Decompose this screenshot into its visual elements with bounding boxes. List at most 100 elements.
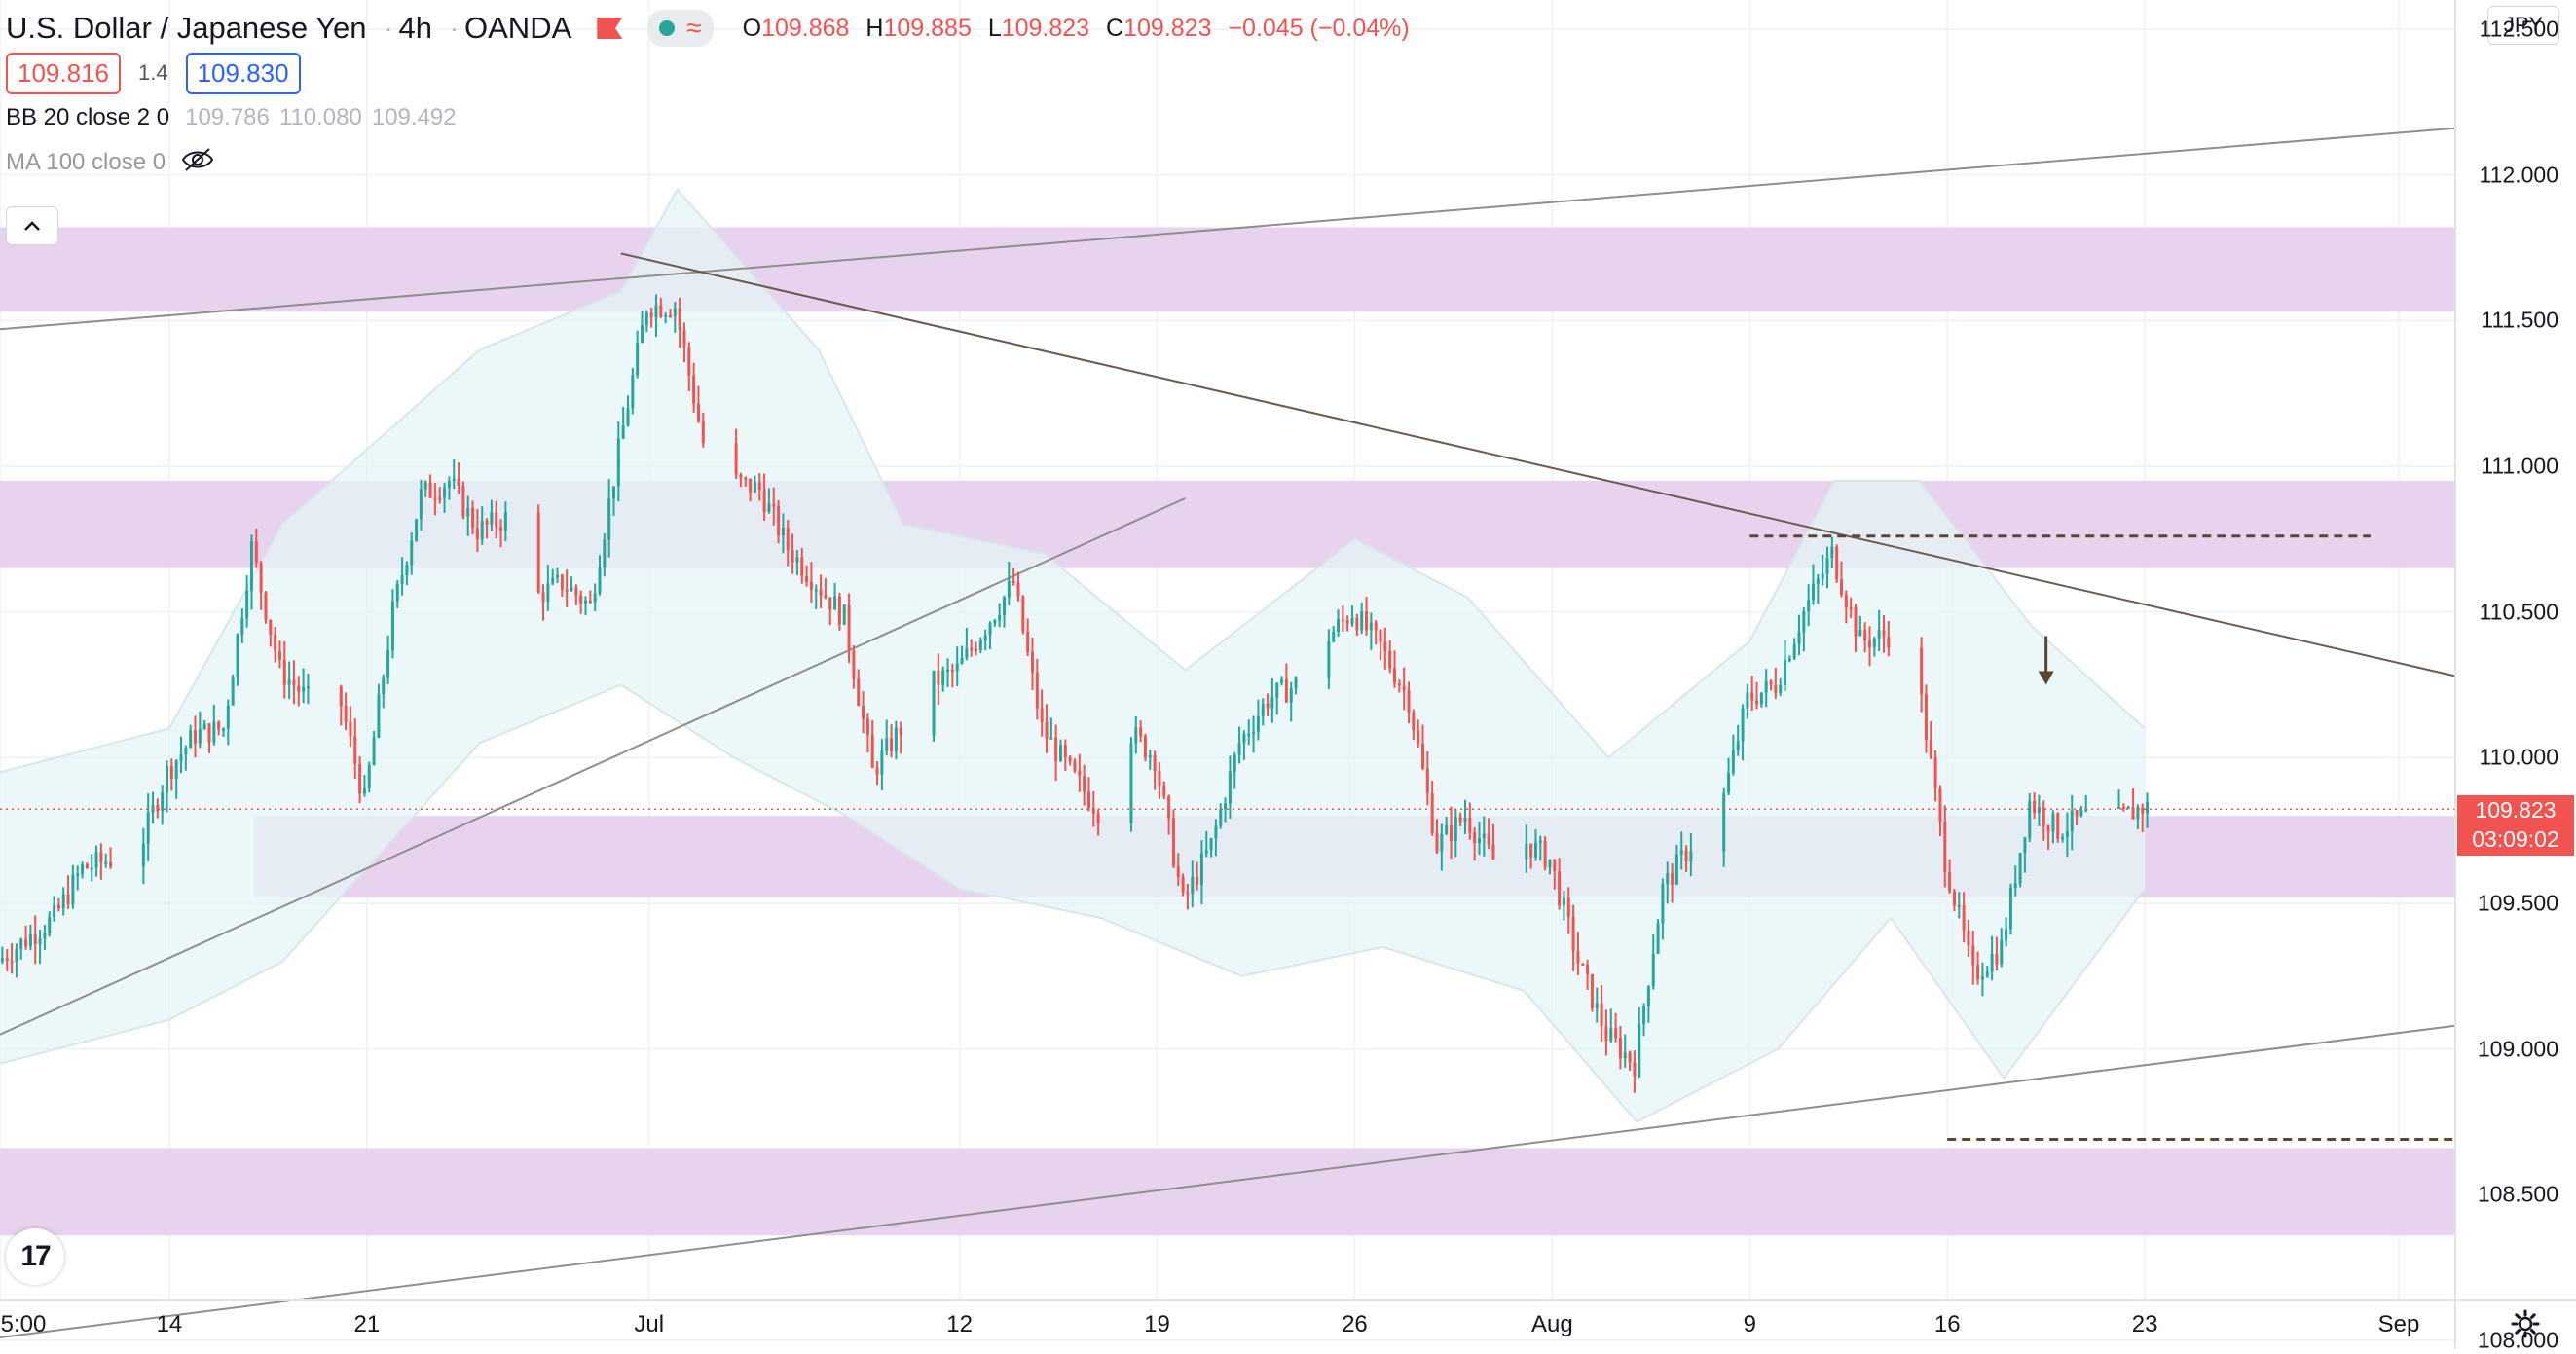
collapse-legend-button[interactable] (6, 206, 58, 245)
candle-body (767, 503, 771, 512)
candle-body (1863, 629, 1867, 641)
candle-body (1604, 1026, 1608, 1042)
candle-body (1054, 737, 1058, 761)
candle-body (1280, 679, 1284, 683)
candle-body (1779, 684, 1783, 694)
candle-body (1086, 791, 1090, 809)
candle-body (1816, 578, 1820, 584)
candle-body (76, 873, 80, 876)
candle-body (1275, 682, 1279, 698)
time-tick-label: Sep (2377, 1311, 2420, 1337)
candle-body (565, 589, 569, 592)
candle-body (983, 635, 987, 641)
candle-body (48, 917, 52, 933)
tradingview-logo-icon[interactable]: 17 (6, 1228, 64, 1285)
data-status-pill[interactable]: ≈ (647, 10, 714, 47)
candle-body (1430, 792, 1434, 833)
bollinger-upper-line (0, 187, 2146, 774)
bar-countdown: 03:09:02 (2472, 826, 2559, 853)
candle-body (1638, 1023, 1641, 1077)
price-tick-label: 109.000 (2477, 1036, 2558, 1062)
candle-body (372, 737, 376, 766)
candle-body (1595, 1003, 1599, 1008)
candle-body (1196, 876, 1199, 885)
candle-body (809, 581, 813, 591)
currency-selector[interactable]: JPY (2487, 6, 2559, 45)
candle-body (1849, 607, 1853, 610)
candle-body (358, 763, 362, 794)
price-tick-label: 108.500 (2477, 1181, 2558, 1207)
candle-body (1425, 768, 1429, 793)
candle-body (269, 619, 273, 635)
indicator-bb-name[interactable]: BB 20 close 2 0 (6, 104, 170, 130)
candle-body (292, 679, 296, 686)
candle-body (2121, 807, 2125, 810)
symbol-title[interactable]: U.S. Dollar / Japanese Yen (6, 11, 367, 45)
chart-legend: U.S. Dollar / Japanese Yen · 4h · OANDA … (6, 6, 1419, 185)
candle-body (264, 592, 268, 620)
interval-label[interactable]: 4h (398, 11, 433, 45)
candle-body (1642, 1006, 1646, 1024)
candle-body (367, 765, 371, 789)
candle-body (1289, 687, 1293, 703)
candle-body (975, 648, 978, 651)
price-tick-label: 110.000 (2479, 744, 2558, 770)
candle-body (1365, 611, 1369, 631)
candle-body (862, 705, 865, 719)
candle-body (1219, 809, 1223, 826)
candle-body (998, 615, 1002, 621)
indicator-ma-name[interactable]: MA 100 close 0 (6, 149, 166, 175)
candle-body (56, 904, 60, 909)
low-value: 109.823 (1001, 14, 1090, 42)
candle-body (390, 601, 394, 651)
candle-body (1787, 658, 1791, 661)
candle-body (1228, 771, 1232, 804)
candle-body (2131, 807, 2135, 820)
candle-body (443, 487, 447, 498)
candle-body (85, 863, 89, 868)
buy-button[interactable]: 109.830 (185, 52, 301, 94)
candle-body (2023, 837, 2027, 854)
candle-body (2008, 887, 2012, 930)
candle-body (1797, 632, 1801, 644)
eye-off-icon[interactable] (181, 147, 214, 179)
sell-button[interactable]: 109.816 (6, 52, 121, 94)
candle-body (668, 314, 672, 317)
candle-body (847, 604, 851, 651)
candle-body (1214, 825, 1218, 839)
candle-body (2136, 807, 2140, 820)
price-tick-label: 109.500 (2477, 890, 2558, 916)
candle-body (2013, 883, 2017, 888)
candle-body (682, 329, 686, 348)
candle-body (1186, 892, 1190, 895)
indicator-ma[interactable]: MA 100 close 0 (6, 140, 1419, 185)
spread-value: 1.4 (137, 60, 168, 85)
candle-body (202, 723, 206, 730)
indicator-bb[interactable]: BB 20 close 2 0 109.786 110.080 109.492 (6, 95, 1419, 140)
candle-body (880, 750, 884, 775)
candle-body (753, 482, 756, 493)
candle-body (1646, 986, 1650, 1006)
candle-body (946, 670, 950, 673)
chart-settings-gear-icon[interactable] (2506, 1304, 2545, 1343)
candle-body (1731, 750, 1735, 773)
candle-body (1821, 573, 1824, 579)
candle-body (2070, 810, 2074, 832)
candle-body (184, 748, 188, 755)
candle-body (231, 677, 235, 706)
candle-body (1421, 744, 1425, 769)
candle-body (90, 867, 93, 870)
price-axis[interactable]: 112.500 112.000 111.500 111.000 110.500 110.0… (2455, 0, 2576, 1352)
candle-body (226, 705, 230, 729)
candle-body (1383, 641, 1387, 651)
candle-body (1755, 700, 1759, 705)
candle-body (833, 596, 837, 610)
candle-body (584, 600, 588, 604)
candle-body (1924, 693, 1928, 741)
trend-line (0, 496, 1186, 1036)
candle-body (842, 604, 846, 625)
candle-body (1233, 754, 1236, 772)
market-closed-flag-icon[interactable] (597, 18, 623, 39)
candle-body (1266, 703, 1270, 709)
